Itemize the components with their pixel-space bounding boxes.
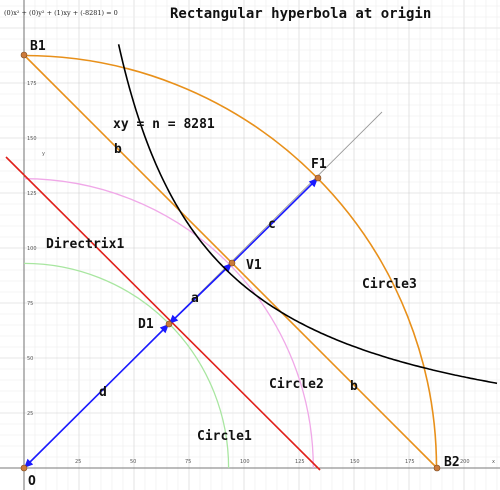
label-segment-d: d [99,385,107,400]
equation-text: (0)x² + (0)y² + (1)xy + (-8281) = 0 [4,9,118,17]
label-segment-c: c [268,217,276,232]
vector-c [231,177,319,264]
point-d1-marker [165,320,173,328]
y-tick-label: 25 [27,411,33,417]
label-hyperbola-equation: xy = n = 8281 [113,117,215,132]
point-v1-marker [228,259,236,267]
label-segment-b-upper: b [114,142,122,157]
point-b2-marker [433,464,441,472]
directrix-line [5,156,321,471]
y-tick-labels: 25 50 75 100 125 150 175 [27,81,37,417]
x-tick-label: 100 [240,459,250,465]
x-tick-label: 125 [295,459,305,465]
y-tick-label: 125 [27,191,37,197]
label-circle3: Circle3 [362,277,417,292]
x-tick-label: 50 [130,459,136,465]
label-segment-b-lower: b [350,379,358,394]
hyperbola-curve [117,44,498,385]
point-f1-marker [314,174,322,182]
point-b1-marker [20,51,28,59]
x-tick-label: 150 [350,459,360,465]
label-circle1: Circle1 [197,429,252,444]
x-tick-label: 75 [185,459,191,465]
point-o-marker [20,464,28,472]
axis-vectors [23,177,319,469]
x-tick-labels: 25 50 75 100 125 150 175 200 [75,459,470,465]
y-tick-label: 75 [27,301,33,307]
vector-d [23,323,170,469]
y-axis-label: y [42,151,45,157]
label-segment-a: a [191,291,199,306]
label-o: O [28,474,36,489]
label-directrix: Directrix1 [46,237,124,252]
x-tick-label: 200 [460,459,470,465]
label-b2: B2 [444,455,460,470]
diagram-title: Rectangular hyperbola at origin [170,6,431,22]
label-v1: V1 [246,258,262,273]
label-f1: F1 [311,157,327,172]
y-tick-label: 175 [27,81,37,87]
label-circle2: Circle2 [269,377,324,392]
y-tick-label: 100 [27,246,37,252]
point-markers [20,51,441,472]
x-tick-label: 175 [405,459,415,465]
circle2-curve [23,178,314,469]
x-axis-label: x [492,459,495,465]
y-tick-label: 50 [27,356,33,362]
label-b1: B1 [30,39,46,54]
y-tick-label: 150 [27,136,37,142]
vector-a [168,262,233,325]
x-tick-label: 25 [75,459,81,465]
label-d1: D1 [138,317,154,332]
